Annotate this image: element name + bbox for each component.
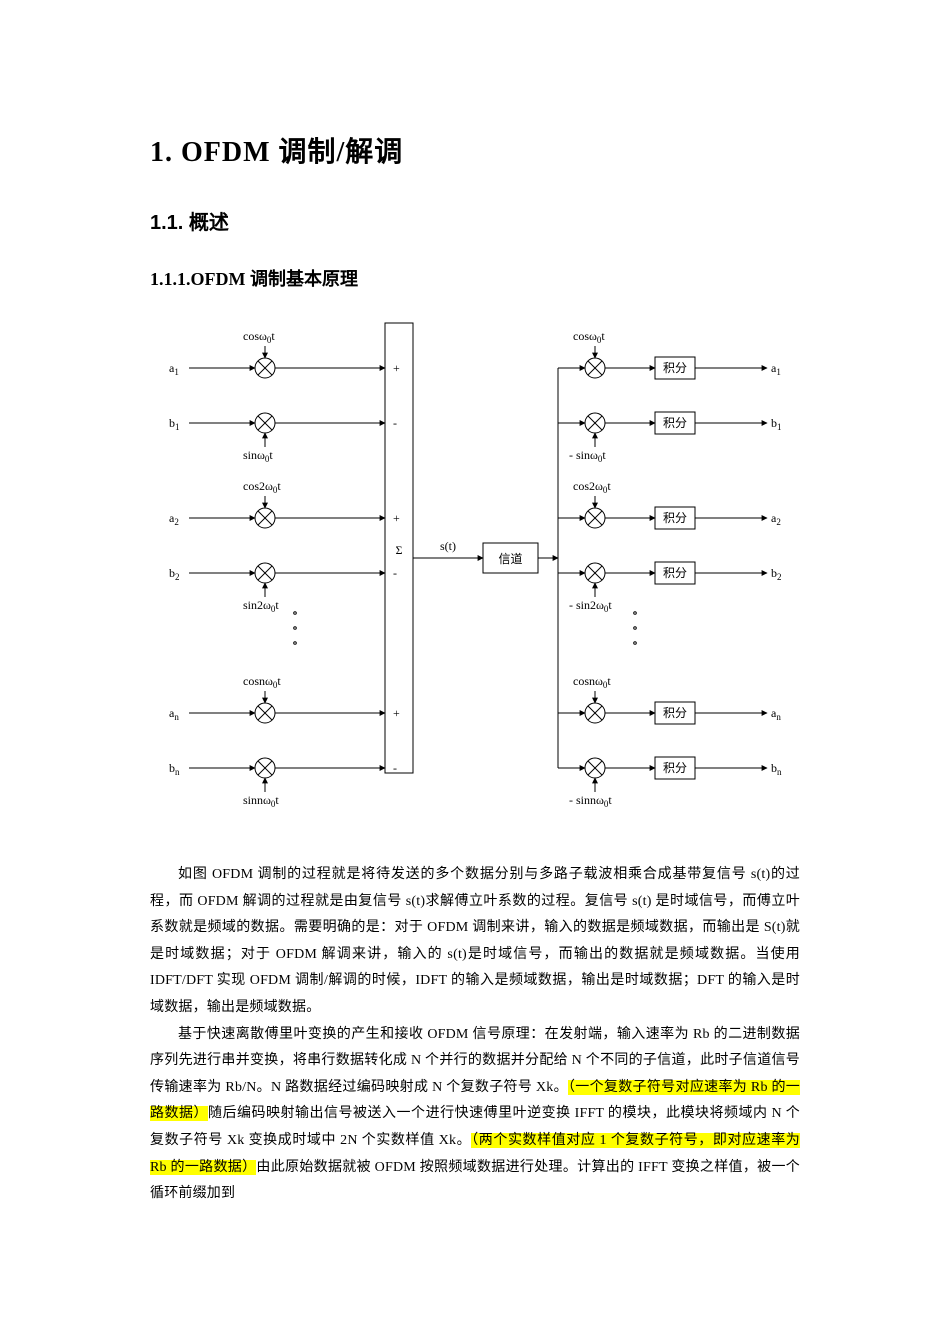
svg-text:a1: a1 (771, 361, 781, 377)
svg-text:- sin2ω0t: - sin2ω0t (569, 598, 612, 614)
svg-text:b1: b1 (169, 416, 180, 432)
paragraph-1: 如图 OFDM 调制的过程就是将待发送的多个数据分别与多路子载波相乘合成基带复信… (150, 862, 800, 1022)
svg-text:a2: a2 (169, 511, 179, 527)
svg-text:积分: 积分 (663, 416, 687, 430)
svg-text:积分: 积分 (663, 511, 687, 525)
svg-text:b2: b2 (169, 566, 180, 582)
svg-text:sin2ω0t: sin2ω0t (243, 598, 279, 614)
svg-text:+: + (393, 706, 400, 720)
svg-text:bn: bn (169, 761, 180, 777)
paragraph-2: 基于快速离散傅里叶变换的产生和接收 OFDM 信号原理：在发射端，输入速率为 R… (150, 1022, 800, 1208)
svg-text:-: - (393, 416, 397, 430)
svg-text:cosω0t: cosω0t (573, 329, 605, 345)
svg-text:+: + (393, 361, 400, 375)
svg-text:s(t): s(t) (440, 539, 456, 553)
heading-1: 1. OFDM 调制/解调 (150, 130, 800, 170)
svg-text:cosnω0t: cosnω0t (243, 674, 281, 690)
heading-2: 1.1. 概述 (150, 206, 800, 235)
svg-text:b2: b2 (771, 566, 782, 582)
svg-text:cos2ω0t: cos2ω0t (573, 479, 611, 495)
svg-text:bn: bn (771, 761, 782, 777)
svg-text:a2: a2 (771, 511, 781, 527)
svg-text:cos2ω0t: cos2ω0t (243, 479, 281, 495)
svg-text:an: an (771, 706, 781, 722)
svg-text:sinnω0t: sinnω0t (243, 793, 279, 809)
svg-text:a1: a1 (169, 361, 179, 377)
page: 1. OFDM 调制/解调 1.1. 概述 1.1.1.OFDM 调制基本原理 … (0, 0, 945, 1337)
ofdm-block-diagram: Σs(t) 信道 a1 cosω0t + b1 sinω0t - cosω0t 积分 a1 - sin… (165, 313, 785, 848)
svg-text:积分: 积分 (663, 566, 687, 580)
svg-text:积分: 积分 (663, 361, 687, 375)
svg-text:sinω0t: sinω0t (243, 448, 273, 464)
svg-text:Σ: Σ (396, 543, 403, 557)
svg-text:cosω0t: cosω0t (243, 329, 275, 345)
svg-text:b1: b1 (771, 416, 782, 432)
svg-text:积分: 积分 (663, 706, 687, 720)
svg-text:+: + (393, 511, 400, 525)
svg-text:- sinω0t: - sinω0t (569, 448, 606, 464)
svg-text:-: - (393, 761, 397, 775)
svg-text:an: an (169, 706, 179, 722)
svg-text:-: - (393, 566, 397, 580)
svg-text:信道: 信道 (498, 552, 522, 566)
svg-text:积分: 积分 (663, 761, 687, 775)
svg-text:cosnω0t: cosnω0t (573, 674, 611, 690)
svg-text:- sinnω0t: - sinnω0t (569, 793, 612, 809)
heading-3: 1.1.1.OFDM 调制基本原理 (150, 265, 800, 291)
